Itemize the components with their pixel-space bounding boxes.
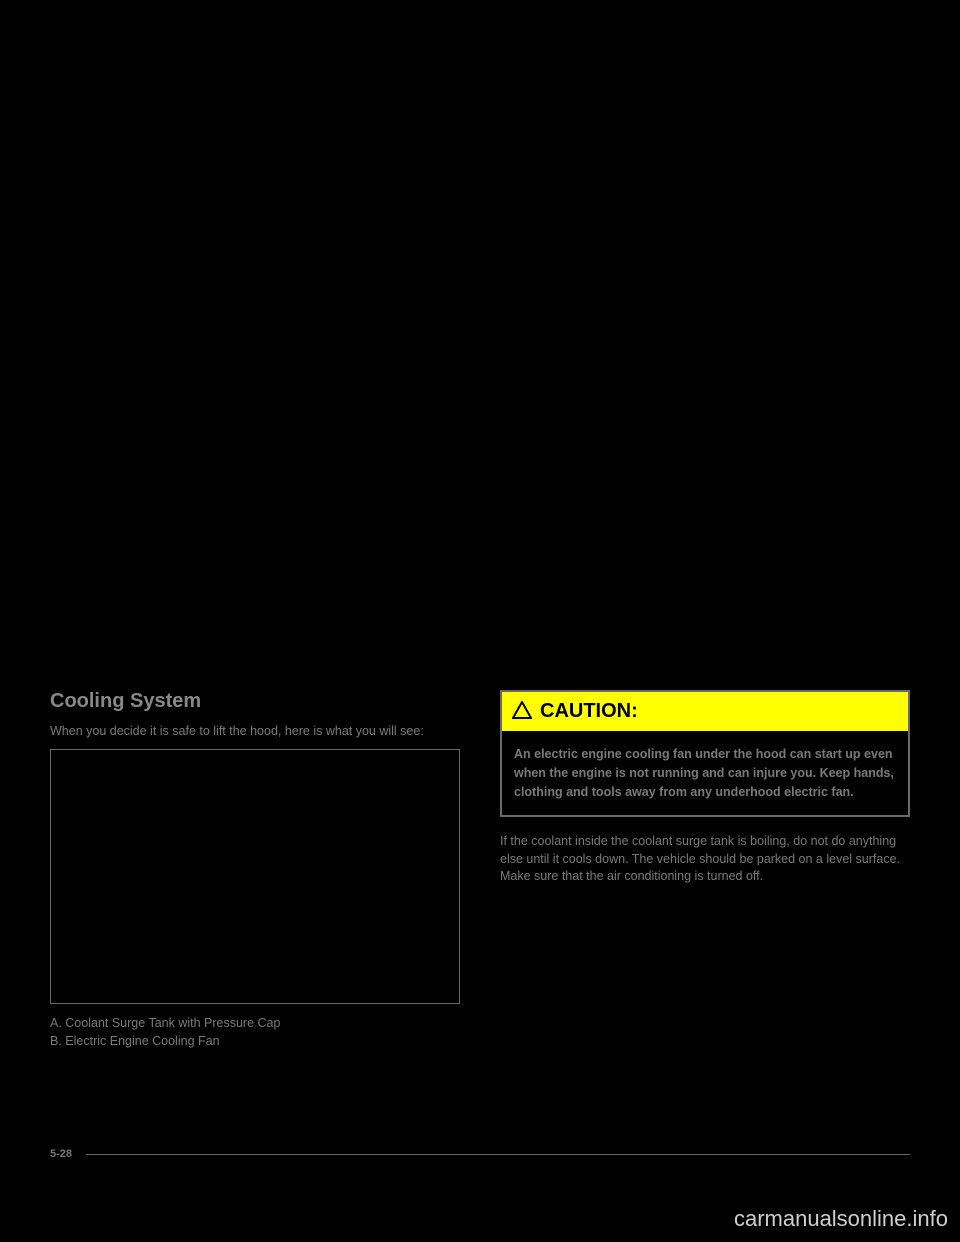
page-content: Cooling System When you decide it is saf…	[50, 690, 910, 1051]
left-column: Cooling System When you decide it is saf…	[50, 690, 460, 1051]
page-footer: 5-28	[50, 1146, 910, 1162]
caution-label: CAUTION:	[540, 700, 638, 723]
page-number: 5-28	[50, 1148, 86, 1160]
list-item-b: B. Electric Engine Cooling Fan	[50, 1032, 460, 1051]
section-title: Cooling System	[50, 690, 460, 713]
caution-header: CAUTION:	[502, 692, 908, 731]
follow-text: If the coolant inside the coolant surge …	[500, 833, 910, 886]
watermark: carmanualsonline.info	[734, 1206, 948, 1232]
diagram-placeholder	[50, 749, 460, 1004]
intro-text: When you decide it is safe to lift the h…	[50, 723, 460, 741]
caution-box: CAUTION: An electric engine cooling fan …	[500, 690, 910, 817]
right-column: CAUTION: An electric engine cooling fan …	[500, 690, 910, 1051]
caution-body: An electric engine cooling fan under the…	[502, 731, 908, 815]
footer-rule	[86, 1154, 910, 1155]
list-item-a: A. Coolant Surge Tank with Pressure Cap	[50, 1014, 460, 1033]
warning-triangle-icon	[512, 701, 532, 722]
